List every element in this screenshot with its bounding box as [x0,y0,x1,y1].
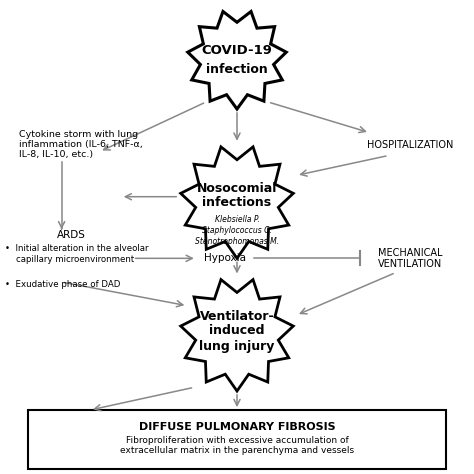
Text: HOSPITALIZATION: HOSPITALIZATION [367,139,453,150]
Text: Staphylococcus C.: Staphylococcus C. [202,226,272,235]
Text: lung injury: lung injury [199,340,275,353]
Polygon shape [181,147,293,258]
Text: •  Initial alteration in the alveolar
    capillary microenvironment: • Initial alteration in the alveolar cap… [5,244,148,264]
Text: induced: induced [209,324,265,337]
Text: infection: infection [206,63,268,76]
Text: Ventilator-: Ventilator- [200,310,274,323]
Text: Stenotrophomonas M.: Stenotrophomonas M. [195,237,279,246]
Polygon shape [181,280,293,391]
Polygon shape [188,11,286,109]
Text: infections: infections [202,196,272,209]
Text: DIFFUSE PULMONARY FIBROSIS: DIFFUSE PULMONARY FIBROSIS [139,421,335,432]
Text: COVID-19: COVID-19 [201,44,273,57]
Text: Hypoxia: Hypoxia [204,253,246,264]
Text: Klebsiella P.: Klebsiella P. [215,215,259,224]
Text: ARDS: ARDS [57,229,86,240]
FancyBboxPatch shape [28,410,446,469]
Text: •  Exudative phase of DAD: • Exudative phase of DAD [5,280,120,289]
Text: Nosocomial: Nosocomial [197,182,277,195]
Text: Fibroproliferation with excessive accumulation of
extracellular matrix in the pa: Fibroproliferation with excessive accumu… [120,436,354,455]
Text: Cytokine storm with lung
inflammation (IL-6, TNF-α,
IL-8, IL-10, etc.): Cytokine storm with lung inflammation (I… [19,130,143,159]
Text: MECHANICAL
VENTILATION: MECHANICAL VENTILATION [378,247,442,269]
